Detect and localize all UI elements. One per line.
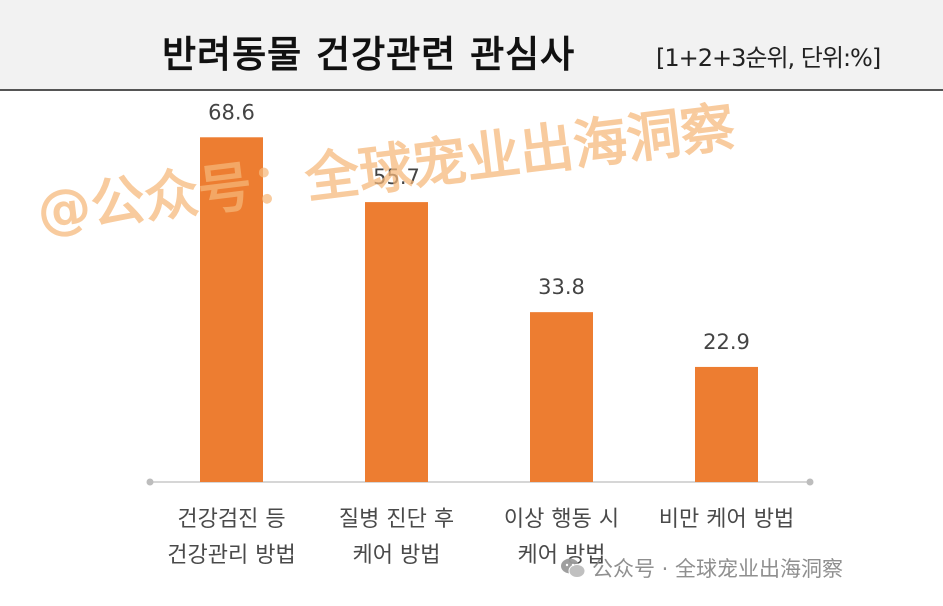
chart-subtitle: [1+2+3순위, 단위:%] (656, 44, 881, 72)
category-label-4: 비만 케어 방법 (632, 502, 822, 538)
category-label-line: 케어 방법 (352, 543, 441, 568)
watermark-footer: 公众号 · 全球宠业出海洞察 (560, 553, 843, 583)
category-label-line: 건강관리 방법 (167, 543, 296, 568)
wechat-icon (561, 558, 586, 578)
data-label-2: 55.7 (373, 165, 420, 189)
chart-title: 반려동물 건강관련 관심사 (162, 33, 576, 76)
category-label-line: 비만 케어 방법 (658, 507, 795, 532)
data-label-1: 68.6 (208, 100, 255, 124)
bar-4 (695, 366, 758, 482)
axis-end-dot (806, 478, 814, 486)
data-label-4: 22.9 (703, 330, 750, 354)
watermark-footer-text: 公众号 · 全球宠业出海洞察 (592, 557, 844, 581)
category-label-line: 질병 진단 후 (338, 507, 455, 532)
bar-1 (200, 137, 263, 482)
category-label-line: 건강검진 등 (177, 507, 286, 532)
title-bar: 반려동물 건강관련 관심사 [1+2+3순위, 단위:%] (0, 0, 943, 91)
axis-start-dot (146, 478, 154, 486)
bar-3 (530, 312, 593, 482)
category-label-line: 이상 행동 시 (503, 507, 620, 532)
bar-2 (365, 202, 428, 483)
data-label-3: 33.8 (538, 275, 585, 299)
